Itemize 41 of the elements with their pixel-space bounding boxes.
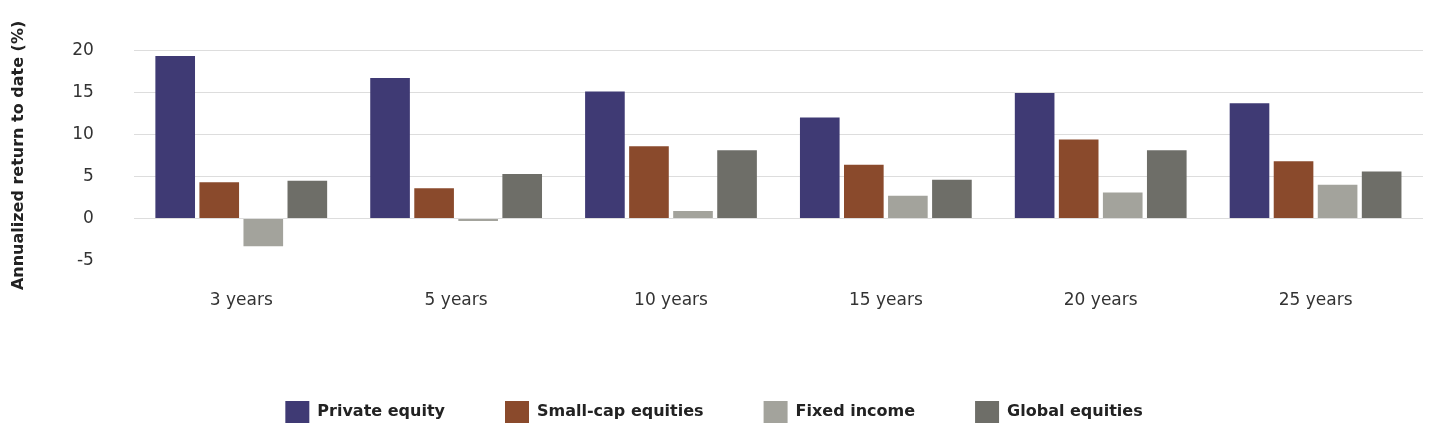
y-tick-label: 0 [83, 206, 94, 227]
bar [932, 179, 972, 219]
bar [502, 173, 543, 219]
bar [629, 146, 669, 219]
bar [717, 150, 757, 219]
x-tick-label: 5 years [424, 289, 488, 310]
bar [370, 77, 410, 219]
x-tick-label: 25 years [1278, 289, 1353, 310]
x-tick-label: 15 years [848, 289, 923, 310]
x-tick-label: 3 years [209, 289, 273, 310]
y-tick-label: 5 [83, 164, 94, 185]
legend-label: Fixed income [795, 401, 916, 421]
y-tick-label: 15 [72, 80, 94, 101]
y-tick-label: 20 [72, 38, 94, 59]
x-tick-label: 10 years [634, 289, 709, 310]
bar [287, 180, 328, 219]
bar [199, 182, 240, 219]
bar [243, 219, 284, 247]
bar [1229, 103, 1270, 219]
y-tick-label: -5 [76, 249, 94, 270]
legend-label: Small-cap equities [536, 401, 704, 421]
bar [155, 56, 196, 219]
bar [1102, 192, 1143, 219]
bar [1273, 161, 1314, 219]
bar [888, 195, 928, 219]
legend-label: Private equity [317, 401, 446, 421]
bar [844, 164, 884, 219]
y-axis-title: Annualized return to date (%) [7, 20, 27, 291]
bar [799, 117, 840, 219]
bar [414, 188, 454, 219]
bar [673, 210, 713, 219]
bar [1317, 184, 1358, 219]
bar [1146, 150, 1187, 219]
bar [1014, 93, 1055, 219]
legend-label: Global equities [1007, 401, 1143, 421]
y-tick-label: 10 [72, 122, 94, 143]
bar [585, 91, 625, 219]
bar [458, 219, 498, 222]
bar [1058, 139, 1099, 219]
bar [1361, 171, 1402, 219]
x-tick-label: 20 years [1063, 289, 1138, 310]
